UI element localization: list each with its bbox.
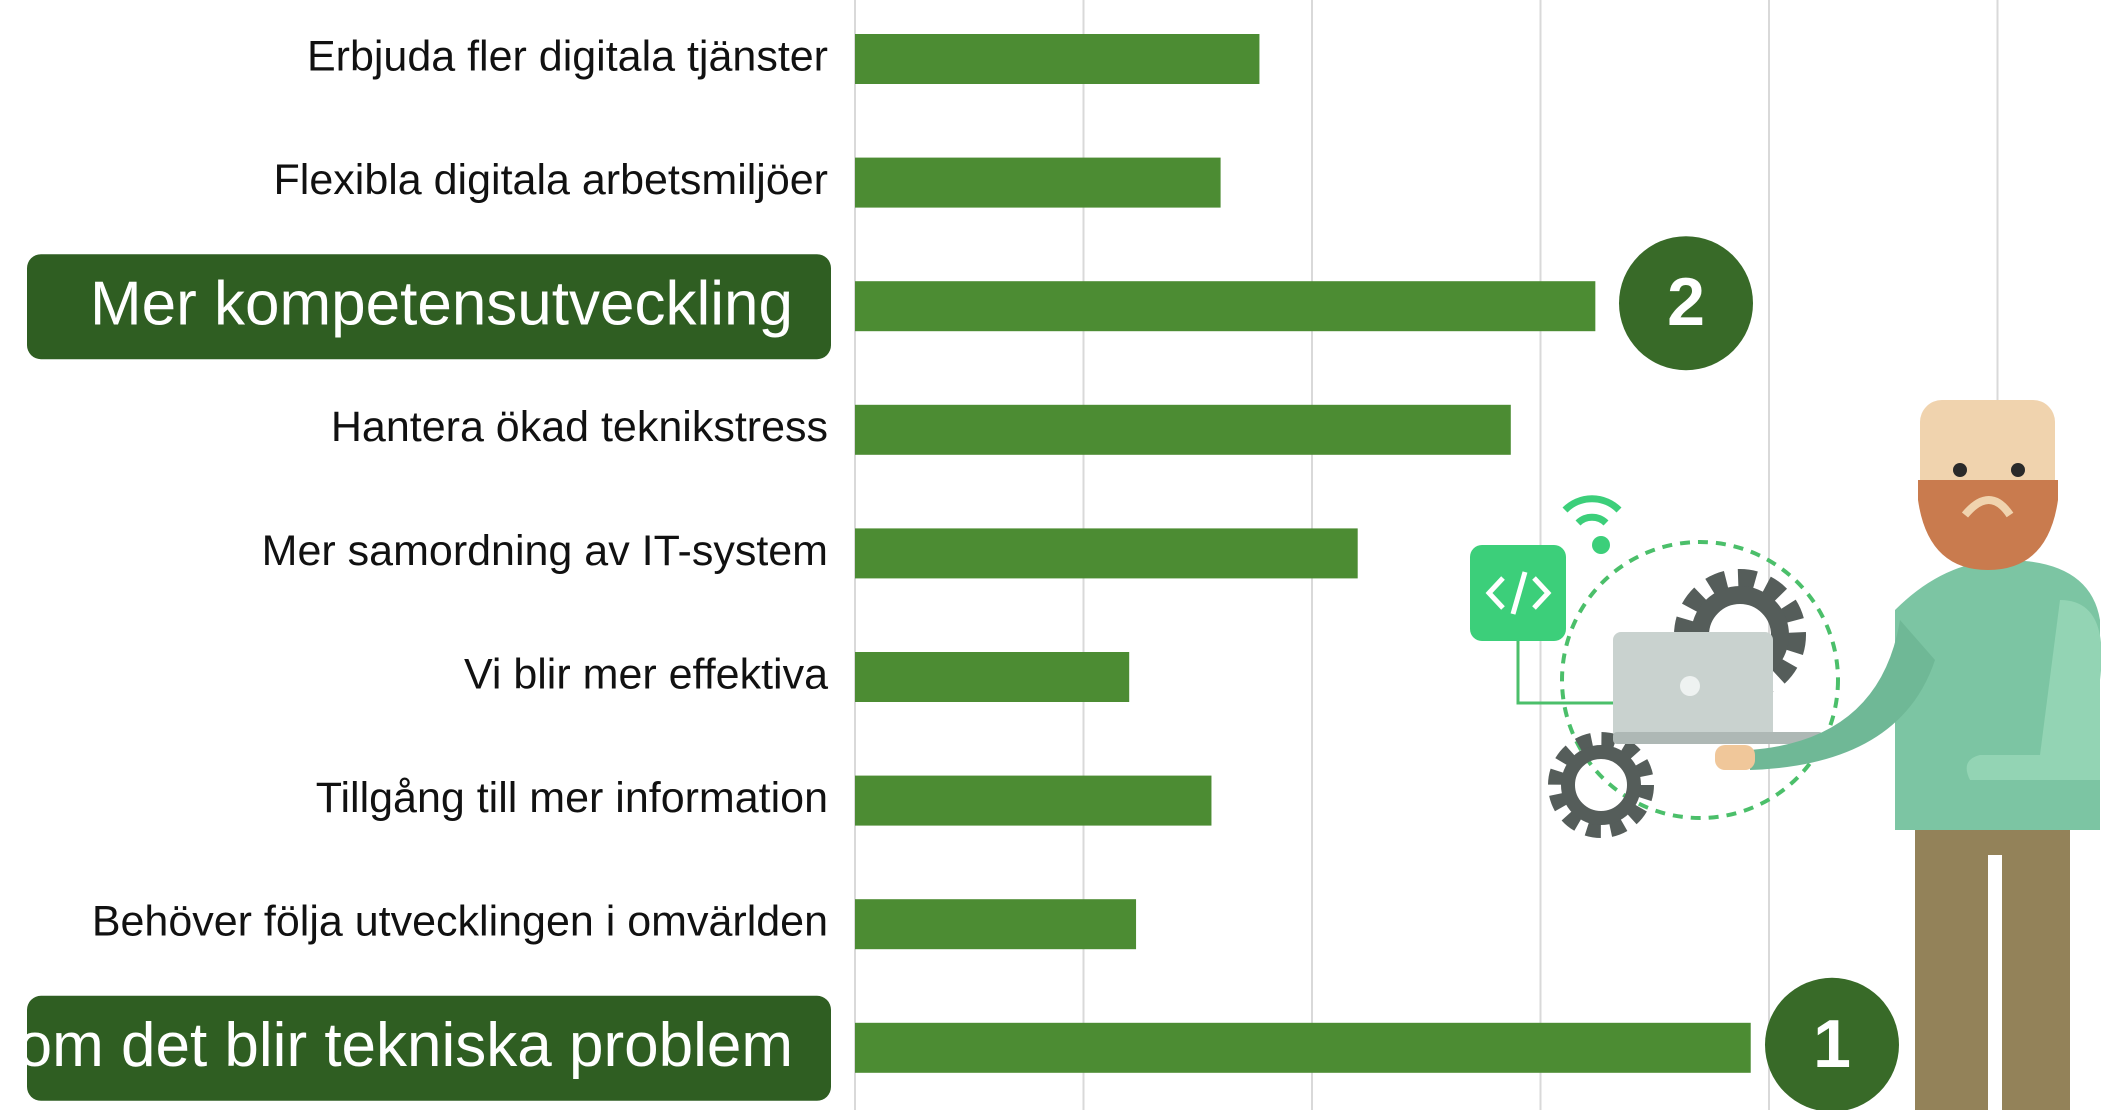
y-tick-label: om det blir tekniska problem: [18, 1011, 793, 1080]
y-tick-label: Behöver följa utvecklingen i omvärlden: [92, 898, 828, 946]
y-tick-label: Mer kompetensutveckling: [90, 270, 793, 339]
y-tick-label: Mer samordning av IT-system: [262, 527, 828, 575]
wifi: [1592, 536, 1610, 554]
bar: [855, 281, 1596, 332]
wifi: [1575, 513, 1609, 526]
dashed-circle: [1560, 540, 1840, 820]
rank-badge: [1619, 236, 1753, 371]
rank-badge: [1765, 977, 1899, 1110]
arm: [1966, 600, 2101, 780]
y-tick-label: Flexibla digitala arbetsmiljöer: [274, 156, 828, 204]
bar: [855, 404, 1511, 455]
bar: [855, 528, 1358, 579]
bar: [855, 157, 1221, 208]
laptop: [1680, 676, 1700, 696]
arm: [1750, 620, 1935, 770]
label-highlight: [27, 995, 831, 1101]
rank-label: 1: [1813, 1006, 1851, 1082]
gear: [1561, 745, 1641, 825]
y-tick-label: Tillgång till mer information: [316, 774, 828, 822]
hand: [1715, 745, 1755, 770]
wifi: [1562, 495, 1622, 513]
y-tick-label: Hantera ökad teknikstress: [331, 403, 828, 451]
y-tick-label: Vi blir mer effektiva: [464, 650, 828, 698]
mouth: [1961, 496, 2014, 518]
gear: [1548, 732, 1654, 838]
eye: [1953, 463, 1967, 477]
laptop: [1613, 732, 1823, 744]
illustration: [1470, 400, 2101, 1110]
bar: [855, 775, 1212, 826]
legs: [1988, 855, 2002, 1110]
code-icon: [1485, 571, 1552, 615]
rank-label: 2: [1667, 264, 1705, 340]
eye: [2011, 463, 2025, 477]
beard: [1918, 480, 2058, 570]
bar: [855, 652, 1130, 702]
label-highlight: [27, 254, 831, 360]
bar: [855, 34, 1260, 84]
bar: [855, 899, 1137, 950]
bar: [855, 1022, 1751, 1073]
y-tick-label: Erbjuda fler digitala tjänster: [307, 32, 828, 80]
connector: [1516, 641, 1618, 705]
